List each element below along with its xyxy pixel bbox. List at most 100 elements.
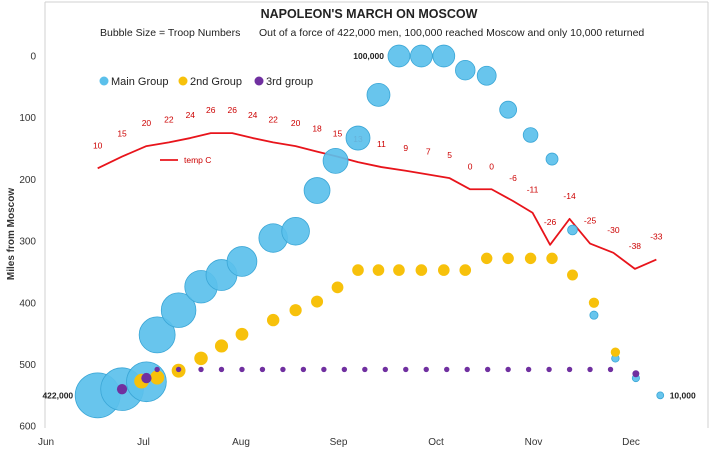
second-group-bubble — [438, 264, 450, 276]
second-group-bubble — [610, 347, 621, 357]
temperature-label: 9 — [403, 143, 408, 153]
second-group-bubble — [194, 351, 208, 366]
second-group-bubble — [393, 264, 405, 276]
second-group-bubble — [352, 264, 364, 276]
main-group-bubble — [366, 82, 391, 107]
main-group-bubble — [455, 59, 476, 81]
temperature-label: -14 — [563, 191, 576, 201]
temperature-label: 24 — [248, 110, 258, 120]
temperature-label: -6 — [509, 173, 517, 183]
main-group-bubble — [499, 100, 518, 119]
y-tick-label: 300 — [19, 237, 36, 248]
temperature-label: -25 — [584, 216, 597, 226]
legend-marker-2nd-group — [178, 76, 188, 86]
third-group-bubble — [484, 366, 491, 373]
second-group-bubble — [546, 252, 558, 265]
third-group-bubble — [525, 366, 532, 373]
third-group-bubble — [259, 366, 266, 373]
third-group-bubble — [300, 366, 307, 373]
legend-label-main-group: Main Group — [111, 76, 168, 88]
main-group-bubble — [656, 391, 665, 400]
main-group-bubble — [138, 316, 176, 354]
second-group-bubble — [481, 252, 493, 265]
main-group-bubble — [567, 224, 578, 236]
temperature-label: 22 — [164, 114, 174, 124]
main-group-bubble — [322, 148, 349, 174]
y-tick-label: 500 — [19, 360, 36, 371]
third-group-bubble — [239, 366, 245, 373]
bubble-series — [74, 44, 665, 419]
temperature-label: 26 — [206, 105, 216, 115]
temperature-label: -33 — [650, 232, 663, 242]
x-tick-label: Oct — [428, 437, 444, 448]
temperature-line — [97, 132, 657, 270]
third-group-bubble — [632, 370, 640, 378]
temperature-label: 15 — [117, 129, 127, 139]
main-group-bubble — [522, 127, 539, 143]
third-group-bubble — [587, 366, 593, 373]
second-group-bubble — [567, 269, 578, 281]
third-group-bubble — [116, 384, 128, 395]
temperature-label: 26 — [227, 105, 237, 115]
chart-title: NAPOLEON'S MARCH ON MOSCOW — [261, 7, 478, 21]
legend: Main Group 2nd Group 3rd group temp C — [99, 76, 313, 165]
temperature-label: 7 — [426, 146, 431, 156]
third-group-bubble — [341, 366, 348, 373]
y-tick-label: 400 — [19, 298, 36, 309]
temperature-series: 101520222426262422201815131197500-6-11-2… — [93, 105, 663, 270]
legend-marker-main-group — [99, 76, 109, 86]
second-group-bubble — [289, 304, 302, 317]
third-group-bubble — [141, 372, 152, 384]
temperature-label: 20 — [291, 118, 301, 128]
legend-marker-3rd-group — [254, 76, 264, 86]
annotation-label: 100,000 — [353, 51, 384, 61]
second-group-bubble — [266, 313, 280, 327]
main-group-bubble — [387, 44, 411, 68]
main-group-bubble — [432, 44, 456, 68]
temperature-label: 18 — [312, 124, 322, 134]
second-group-bubble — [150, 370, 165, 385]
third-group-bubble — [218, 366, 225, 373]
main-group-bubble — [303, 177, 331, 204]
chart-frame — [44, 1, 709, 428]
legend-label-temp: temp C — [184, 155, 211, 165]
temperature-label: 0 — [489, 161, 494, 171]
legend-label-2nd-group: 2nd Group — [190, 76, 242, 88]
main-group-bubble — [589, 310, 599, 320]
x-tick-label: Aug — [232, 437, 250, 448]
second-group-bubble — [372, 264, 385, 276]
temperature-label: 22 — [268, 114, 278, 124]
temperature-label: 24 — [186, 110, 196, 120]
temperature-label: 10 — [93, 140, 103, 150]
y-axis-title: Miles from Moscow — [6, 188, 17, 280]
second-group-bubble — [502, 252, 514, 265]
chart-subtitle-right: Out of a force of 422,000 men, 100,000 r… — [259, 27, 644, 39]
third-group-bubble — [607, 366, 614, 373]
temperature-label: -26 — [544, 217, 557, 227]
y-tick-label: 0 — [30, 52, 36, 63]
main-group-bubble — [410, 44, 433, 68]
annotations: 100,000 422,000 10,000 — [42, 51, 696, 400]
second-group-bubble — [331, 281, 344, 294]
second-group-bubble — [459, 264, 472, 276]
x-tick-label: Sep — [330, 437, 348, 448]
third-group-bubble — [175, 366, 182, 373]
x-tick-label: Dec — [622, 437, 640, 448]
second-group-bubble — [588, 297, 600, 308]
temperature-label: 15 — [333, 129, 343, 139]
y-tick-label: 200 — [19, 175, 36, 186]
third-group-bubble — [546, 366, 552, 373]
temperature-label: 5 — [447, 150, 452, 160]
chart-subtitle-left: Bubble Size = Troop Numbers — [100, 27, 240, 39]
third-group-bubble — [154, 366, 160, 373]
second-group-bubble — [415, 264, 428, 276]
second-group-bubble — [235, 327, 249, 341]
third-group-bubble — [505, 366, 511, 373]
y-tick-label: 600 — [19, 422, 36, 433]
second-group-bubble — [311, 295, 324, 308]
main-group-bubble — [226, 246, 258, 277]
third-group-bubble — [321, 366, 327, 373]
temperature-label: 11 — [377, 139, 386, 149]
main-group-bubble — [545, 152, 559, 166]
temperature-label: -38 — [629, 241, 642, 251]
